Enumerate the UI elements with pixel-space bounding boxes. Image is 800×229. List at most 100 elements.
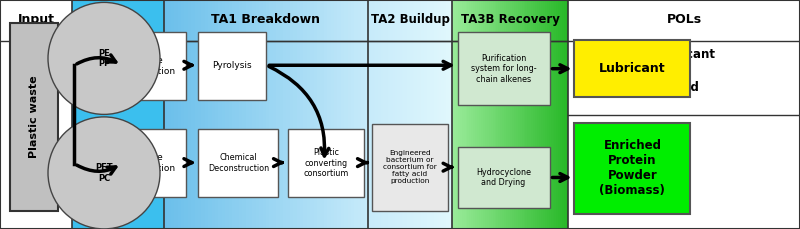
Bar	[516, 0, 518, 229]
Text: TA2 Buildup: TA2 Buildup	[371, 13, 450, 26]
Bar	[290, 0, 294, 229]
Bar	[566, 0, 569, 229]
Bar	[438, 0, 440, 229]
Bar	[414, 0, 417, 229]
Text: Plastic waste: Plastic waste	[29, 76, 38, 158]
Bar	[510, 0, 513, 229]
Bar	[371, 0, 373, 229]
Bar	[229, 0, 233, 229]
Bar	[456, 0, 458, 229]
Bar	[174, 0, 178, 229]
Bar	[249, 0, 253, 229]
Bar	[406, 0, 408, 229]
Bar	[527, 0, 530, 229]
Bar	[242, 0, 246, 229]
Bar	[188, 0, 192, 229]
Bar	[434, 0, 436, 229]
Bar	[286, 0, 290, 229]
Bar	[537, 0, 540, 229]
Bar	[560, 0, 563, 229]
Bar	[400, 0, 402, 229]
Bar	[463, 0, 466, 229]
Bar	[388, 0, 390, 229]
Bar	[445, 0, 447, 229]
Bar	[409, 0, 411, 229]
Bar	[481, 0, 484, 229]
Bar	[348, 0, 352, 229]
Bar	[293, 0, 298, 229]
Bar	[443, 0, 446, 229]
Bar	[171, 0, 175, 229]
Bar	[541, 0, 544, 229]
FancyBboxPatch shape	[458, 147, 550, 208]
Bar	[405, 0, 406, 229]
Bar	[454, 0, 457, 229]
Text: Hydrocyclone
and Drying: Hydrocyclone and Drying	[476, 168, 531, 187]
Text: Food: Food	[668, 81, 700, 93]
Bar	[441, 0, 443, 229]
Bar	[550, 0, 554, 229]
FancyBboxPatch shape	[574, 123, 690, 214]
FancyBboxPatch shape	[122, 32, 186, 100]
Bar	[512, 0, 514, 229]
Bar	[506, 0, 509, 229]
Bar	[276, 0, 280, 229]
Bar	[520, 0, 522, 229]
Bar	[470, 0, 472, 229]
FancyBboxPatch shape	[574, 40, 690, 97]
Text: Size
reduction: Size reduction	[132, 56, 175, 76]
Bar	[246, 0, 250, 229]
Bar	[334, 0, 338, 229]
Bar	[72, 0, 164, 229]
Bar	[553, 0, 555, 229]
Bar	[558, 0, 561, 229]
Bar	[530, 0, 532, 229]
Bar	[222, 0, 226, 229]
FancyBboxPatch shape	[372, 124, 448, 211]
Text: POLs: POLs	[666, 13, 702, 26]
Bar	[514, 0, 517, 229]
Bar	[382, 0, 384, 229]
Bar	[485, 0, 487, 229]
Bar	[442, 0, 445, 229]
Bar	[167, 0, 172, 229]
Bar	[452, 0, 454, 229]
Bar	[389, 0, 391, 229]
Bar	[568, 0, 800, 229]
Bar	[330, 0, 335, 229]
Bar	[403, 0, 406, 229]
Bar	[543, 0, 546, 229]
Bar	[351, 0, 355, 229]
FancyBboxPatch shape	[458, 32, 550, 105]
Bar	[392, 0, 394, 229]
Bar	[462, 0, 464, 229]
Bar	[500, 0, 503, 229]
Bar	[427, 0, 429, 229]
Bar	[450, 0, 451, 229]
Bar	[365, 0, 369, 229]
Bar	[502, 0, 505, 229]
Bar	[378, 0, 380, 229]
Bar	[504, 0, 507, 229]
Bar	[324, 0, 328, 229]
Bar	[377, 0, 378, 229]
Bar	[432, 0, 434, 229]
Bar	[341, 0, 345, 229]
Bar	[273, 0, 277, 229]
Bar	[394, 0, 395, 229]
Bar	[535, 0, 538, 229]
Bar	[317, 0, 321, 229]
Bar	[398, 0, 401, 229]
Bar	[262, 0, 266, 229]
Bar	[411, 0, 414, 229]
Bar	[475, 0, 478, 229]
Bar	[498, 0, 501, 229]
Bar	[508, 0, 510, 229]
Text: PE
PP: PE PP	[98, 49, 110, 68]
Bar	[270, 0, 274, 229]
Bar	[372, 0, 374, 229]
Bar	[202, 0, 206, 229]
Bar	[428, 0, 430, 229]
Bar	[307, 0, 311, 229]
Text: Engineered
bacterium or
consortium for
fatty acid
production: Engineered bacterium or consortium for f…	[383, 150, 437, 184]
